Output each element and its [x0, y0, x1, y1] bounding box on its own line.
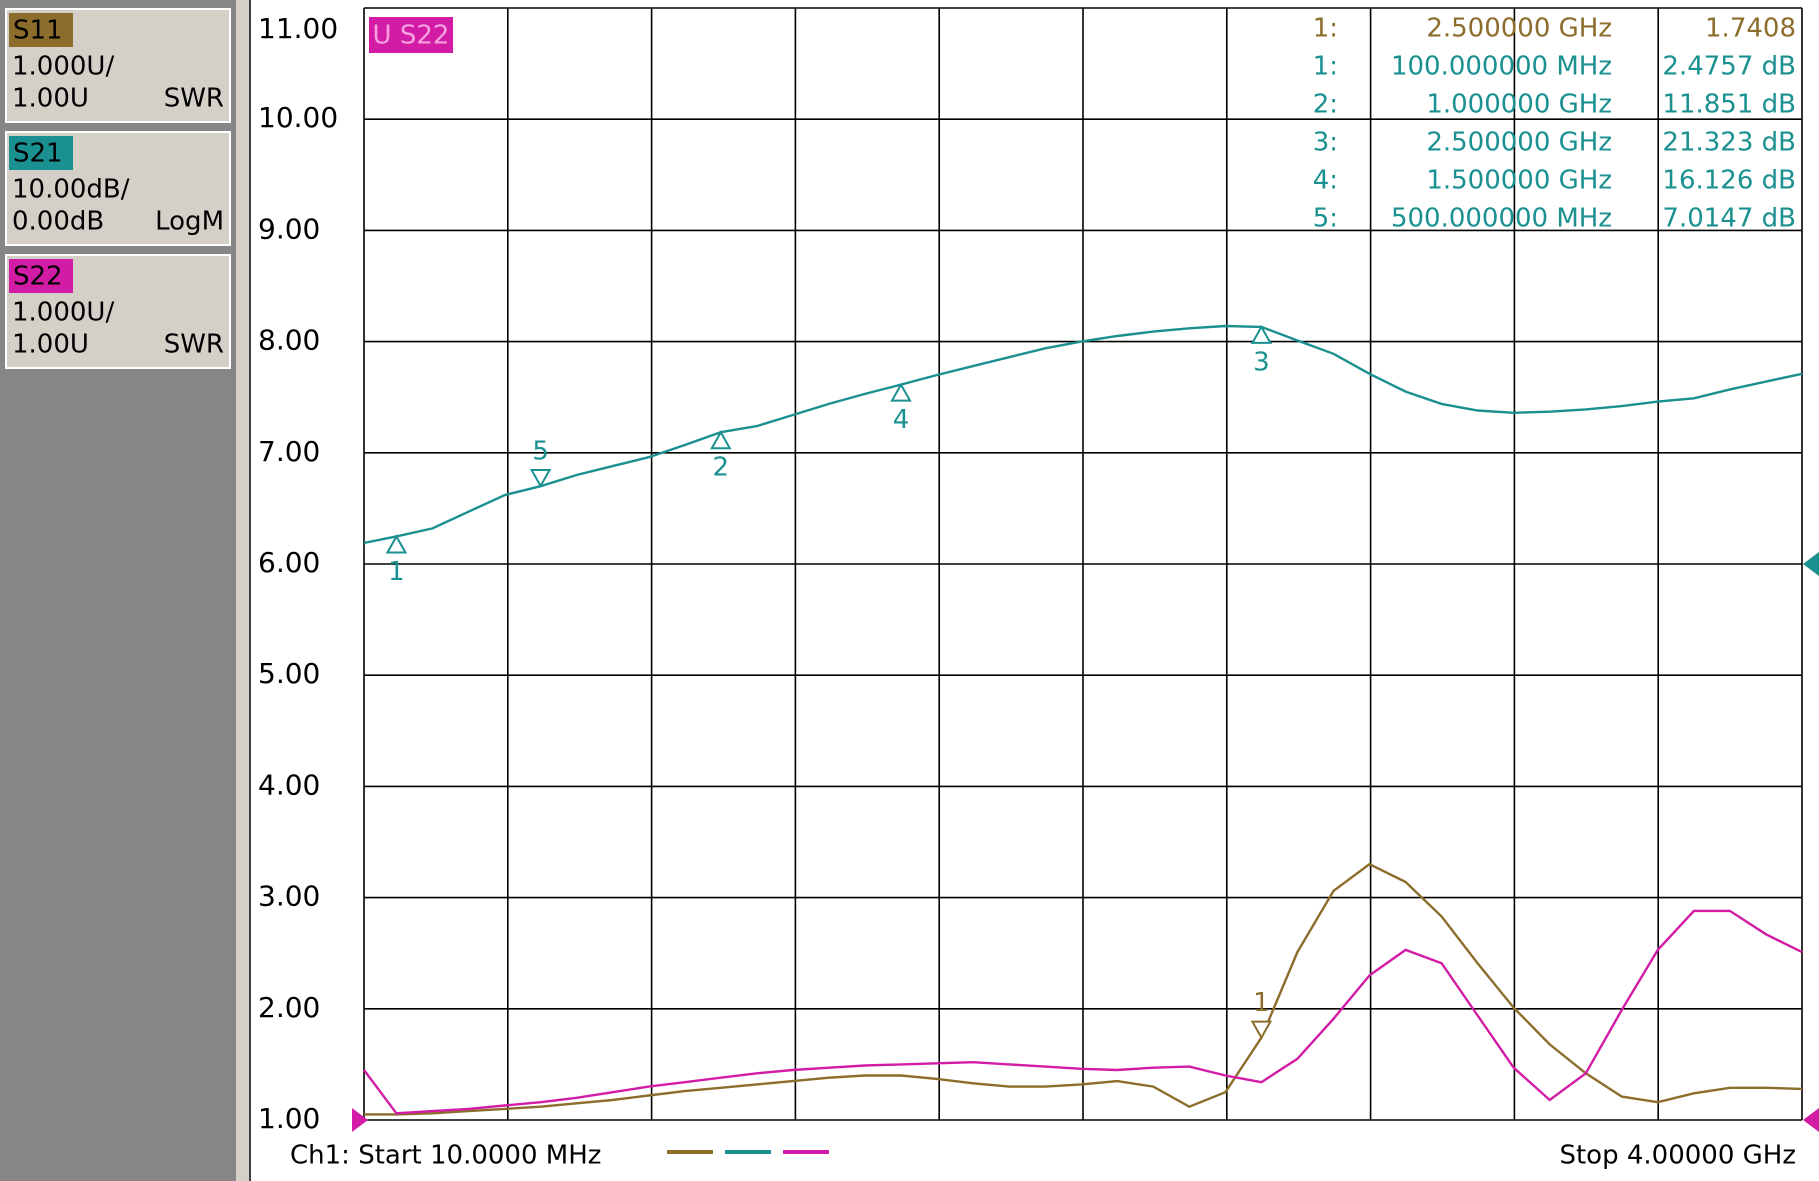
marker-table-freq: 2.500000 GHz	[1426, 128, 1612, 158]
channel-format: LogM	[155, 207, 224, 237]
channel-name: S22	[13, 262, 63, 292]
marker	[890, 382, 912, 402]
marker-table-id: 4:	[1313, 166, 1338, 196]
marker-table-freq: 1.000000 GHz	[1426, 90, 1612, 120]
active-trace-tag[interactable]	[369, 17, 453, 53]
marker-table-value: 16.126 dB	[1662, 166, 1796, 196]
trace	[363, 909, 1803, 1115]
ref-marker-right	[1803, 1108, 1819, 1132]
ref-marker-left	[352, 1108, 368, 1132]
channel-boxes: S11 1.000U/1.00U SWR S21 10.00dB/0.00dB LogM S…	[5, 8, 231, 369]
y-tick-label: 8.00	[258, 324, 320, 357]
channel-badge	[9, 13, 73, 47]
y-tick-label: 11.00	[258, 12, 338, 45]
active-trace-label: U S22	[373, 21, 450, 51]
channel-reference: 1.00U	[12, 330, 89, 360]
marker-id: 4	[893, 405, 910, 435]
marker-id: 5	[532, 436, 549, 466]
marker-id: 1	[388, 557, 405, 587]
channel-reference: 0.00dB	[12, 207, 104, 237]
marker-table-value: 11.851 dB	[1662, 90, 1796, 120]
channel-scale: 1.000U/	[12, 52, 114, 82]
marker	[529, 468, 552, 489]
stop-label: Stop 4.00000 GHz	[1559, 1141, 1796, 1171]
y-tick-label: 10.00	[258, 101, 338, 134]
marker-table-id: 3:	[1313, 128, 1338, 158]
channel-name: S21	[13, 139, 63, 169]
channel-badge	[9, 259, 73, 293]
marker-table-value: 21.323 dB	[1662, 128, 1796, 158]
marker-table-id: 5:	[1313, 204, 1338, 234]
y-tick-label: 9.00	[258, 212, 320, 245]
marker	[385, 534, 408, 554]
marker-id: 1	[1253, 988, 1270, 1018]
channel-scale: 1.000U/	[12, 298, 114, 328]
marker-table-freq: 2.500000 GHz	[1426, 14, 1612, 44]
marker-table-value: 2.4757 dB	[1662, 52, 1796, 82]
y-tick-label: 7.00	[258, 435, 320, 468]
y-tick-label: 4.00	[258, 768, 320, 801]
marker	[1250, 324, 1273, 344]
y-tick-label: 1.00	[258, 1102, 320, 1135]
y-tick-label: 5.00	[258, 657, 320, 690]
channel-badge	[9, 136, 73, 170]
marker-table-id: 2:	[1313, 90, 1338, 120]
marker-table-value: 7.0147 dB	[1662, 204, 1796, 234]
marker-table-freq: 1.500000 GHz	[1426, 166, 1612, 196]
marker	[710, 430, 732, 450]
channel-reference: 1.00U	[12, 84, 89, 114]
marker-table-id: 1:	[1313, 52, 1338, 82]
marker	[1250, 1020, 1273, 1040]
panel-divider	[236, 0, 250, 1181]
y-tick-label: 6.00	[258, 546, 320, 579]
trace	[363, 324, 1803, 545]
plot: 1.00 2.00 3.00 4.00 5.00 6.00 7.00 8.00 9.00 10.0…	[258, 7, 1803, 1135]
start-label: Ch1: Start 10.0000 MHz	[290, 1141, 601, 1171]
y-tick-label: 2.00	[258, 991, 320, 1024]
channel-format: SWR	[164, 330, 224, 360]
trace	[364, 862, 1803, 1116]
marker-id: 3	[1253, 347, 1270, 377]
channel-name: S11	[13, 16, 63, 46]
channel-scale: 10.00dB/	[12, 175, 130, 205]
marker-table-freq: 100.000000 MHz	[1391, 52, 1612, 82]
channel-format: SWR	[164, 84, 224, 114]
marker-table-id: 1:	[1313, 14, 1338, 44]
marker-table-freq: 500.000000 MHz	[1391, 204, 1612, 234]
ref-marker-s21	[1803, 552, 1819, 576]
y-tick-label: 3.00	[258, 880, 320, 913]
marker-id: 2	[713, 453, 730, 483]
channel-box[interactable]	[5, 8, 231, 123]
marker-table-value: 1.7408	[1705, 14, 1796, 44]
